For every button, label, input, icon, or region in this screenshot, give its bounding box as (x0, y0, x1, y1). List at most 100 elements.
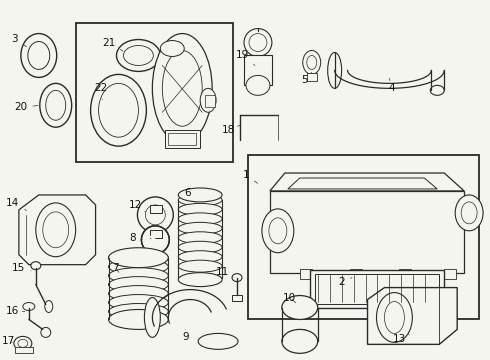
Ellipse shape (385, 302, 404, 333)
Text: 16: 16 (6, 306, 25, 316)
Polygon shape (270, 173, 464, 191)
Ellipse shape (31, 262, 41, 270)
Ellipse shape (178, 260, 222, 272)
Text: 7: 7 (112, 263, 119, 273)
Ellipse shape (14, 336, 32, 350)
Ellipse shape (178, 194, 222, 206)
Ellipse shape (23, 302, 35, 310)
Text: 13: 13 (393, 334, 409, 345)
Ellipse shape (46, 90, 66, 120)
Text: 1: 1 (243, 170, 258, 183)
Polygon shape (19, 195, 96, 265)
Ellipse shape (249, 33, 267, 51)
Bar (248, 155, 479, 319)
Text: 11: 11 (216, 267, 234, 278)
Text: 4: 4 (388, 78, 395, 93)
Ellipse shape (108, 259, 168, 275)
Ellipse shape (328, 53, 342, 88)
Bar (307, 73, 317, 81)
Ellipse shape (18, 339, 28, 347)
Ellipse shape (45, 301, 53, 312)
Ellipse shape (178, 232, 222, 244)
Text: 14: 14 (6, 198, 26, 211)
Text: 15: 15 (12, 263, 31, 273)
Text: 17: 17 (2, 336, 16, 346)
Ellipse shape (160, 41, 184, 57)
Text: 19: 19 (235, 50, 255, 66)
Ellipse shape (162, 50, 202, 126)
Bar (150, 205, 162, 213)
Ellipse shape (303, 50, 321, 75)
Ellipse shape (108, 303, 168, 319)
Ellipse shape (232, 274, 242, 282)
Ellipse shape (117, 40, 160, 71)
Ellipse shape (40, 84, 72, 127)
Ellipse shape (41, 328, 51, 337)
Ellipse shape (178, 241, 222, 253)
Text: 3: 3 (12, 33, 26, 47)
Ellipse shape (142, 226, 169, 254)
Bar (150, 230, 162, 238)
Bar (168, 133, 196, 145)
Text: 21: 21 (102, 37, 123, 51)
Polygon shape (270, 191, 464, 273)
Text: 6: 6 (184, 188, 195, 203)
Ellipse shape (108, 248, 168, 268)
Bar (444, 269, 456, 279)
Ellipse shape (108, 276, 168, 293)
Text: 2: 2 (338, 276, 352, 287)
Bar (310, 270, 444, 307)
Ellipse shape (152, 33, 212, 143)
Bar (232, 294, 242, 301)
Ellipse shape (282, 329, 318, 353)
Ellipse shape (200, 88, 216, 112)
Ellipse shape (178, 222, 222, 234)
Ellipse shape (178, 213, 222, 225)
Text: 9: 9 (182, 329, 189, 342)
Ellipse shape (108, 294, 168, 310)
Ellipse shape (178, 273, 222, 287)
Bar (244, 55, 272, 85)
Bar (75, 23, 233, 162)
Ellipse shape (178, 251, 222, 263)
Ellipse shape (91, 75, 147, 146)
Text: 10: 10 (283, 293, 296, 303)
Text: 12: 12 (129, 200, 146, 212)
Bar (165, 130, 200, 148)
Ellipse shape (307, 55, 317, 69)
Ellipse shape (108, 268, 168, 284)
Ellipse shape (246, 75, 270, 95)
Text: 18: 18 (221, 125, 240, 135)
Ellipse shape (108, 250, 168, 266)
Ellipse shape (28, 41, 50, 69)
Bar (315, 274, 439, 303)
Ellipse shape (36, 203, 75, 257)
Ellipse shape (21, 33, 57, 77)
Polygon shape (368, 288, 457, 345)
Ellipse shape (178, 188, 222, 202)
Polygon shape (288, 178, 437, 189)
Bar (205, 95, 215, 107)
Ellipse shape (430, 85, 444, 95)
Ellipse shape (98, 84, 138, 137)
Ellipse shape (198, 333, 238, 349)
Text: 5: 5 (301, 72, 312, 85)
Ellipse shape (108, 310, 168, 329)
Ellipse shape (123, 45, 153, 66)
Ellipse shape (137, 197, 173, 233)
Ellipse shape (43, 212, 69, 248)
Ellipse shape (178, 203, 222, 215)
Ellipse shape (262, 209, 294, 253)
Ellipse shape (146, 205, 165, 225)
Bar (300, 269, 312, 279)
Ellipse shape (455, 195, 483, 231)
Ellipse shape (282, 296, 318, 319)
Ellipse shape (376, 293, 413, 342)
Bar (15, 347, 33, 353)
Text: 8: 8 (129, 233, 143, 243)
Ellipse shape (145, 298, 160, 337)
Ellipse shape (108, 285, 168, 302)
Ellipse shape (269, 218, 287, 244)
Text: 20: 20 (14, 102, 38, 112)
Ellipse shape (244, 28, 272, 57)
